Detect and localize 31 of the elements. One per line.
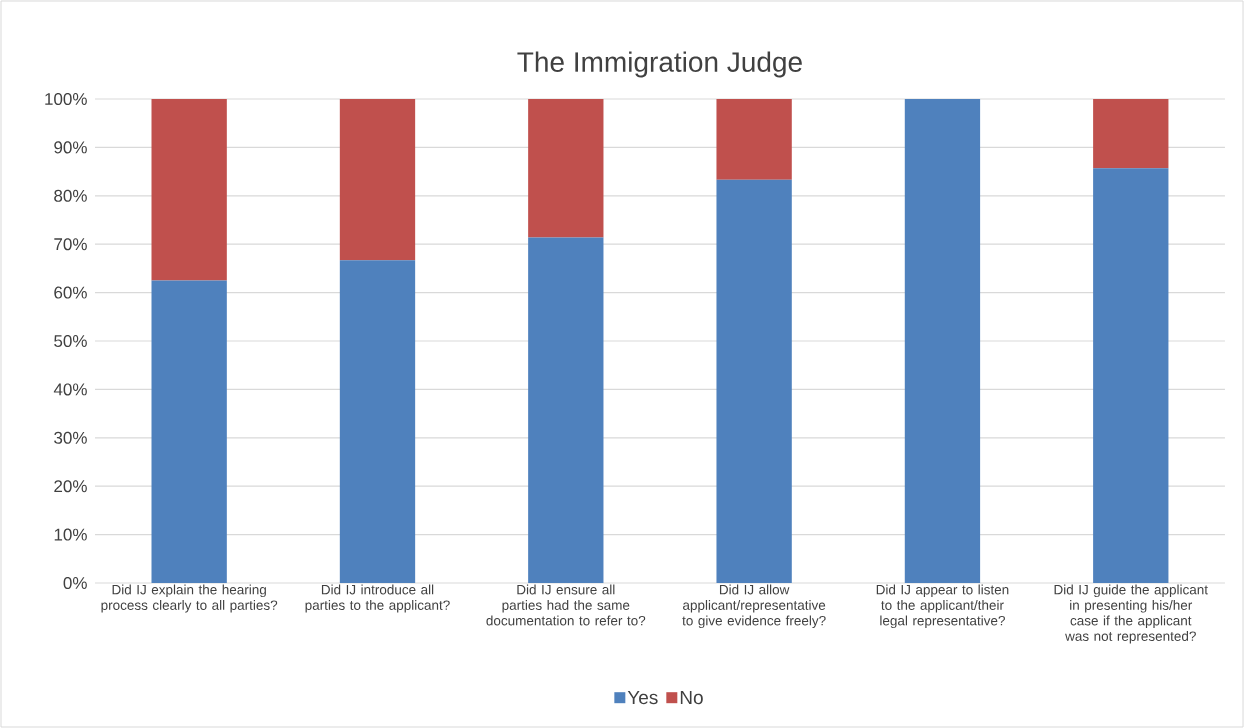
- x-tick-label: Did IJ explain the hearing process clearly to all parties?: [101, 584, 278, 613]
- x-tick-label: Did IJ introduce all parties to the applicant?: [305, 584, 450, 613]
- legend-label: No: [680, 690, 703, 705]
- y-tick-label: 90%: [54, 141, 87, 154]
- y-tick-label: 0%: [63, 576, 87, 590]
- bar: [151, 99, 227, 281]
- bar: [716, 99, 792, 180]
- y-tick-label: 60%: [54, 286, 87, 299]
- bar: [1093, 168, 1169, 583]
- y-tick-label: 20%: [54, 480, 87, 493]
- y-tick-label: 10%: [54, 528, 87, 541]
- y-tick-label: 100%: [45, 92, 87, 106]
- legend-label: Yes: [627, 690, 658, 705]
- x-tick-label: Did IJ guide the applicant in presenting his/her case if the applicant was not represented?: [1054, 584, 1208, 644]
- bar: [528, 99, 604, 238]
- y-tick-label: 50%: [54, 334, 87, 348]
- y-tick-label: 80%: [54, 189, 87, 202]
- bar: [528, 237, 604, 583]
- bar: [904, 99, 981, 583]
- x-tick-label: Did IJ ensure all parties had the same documentation to refer to?: [486, 584, 646, 626]
- x-tick-label: Did IJ allow applicant/representative to give evidence freely?: [682, 584, 826, 629]
- bar: [339, 99, 416, 261]
- bar: [151, 280, 227, 583]
- bar: [1093, 99, 1169, 169]
- bar: [716, 179, 792, 583]
- y-tick-label: 30%: [54, 431, 87, 444]
- bar: [339, 260, 416, 583]
- x-tick-label: Did IJ appear to listen to the applicant/their legal representative?: [876, 584, 1009, 629]
- chart-title: The Immigration Judge: [517, 51, 802, 78]
- y-tick-label: 70%: [54, 238, 87, 251]
- y-tick-label: 40%: [53, 383, 87, 396]
